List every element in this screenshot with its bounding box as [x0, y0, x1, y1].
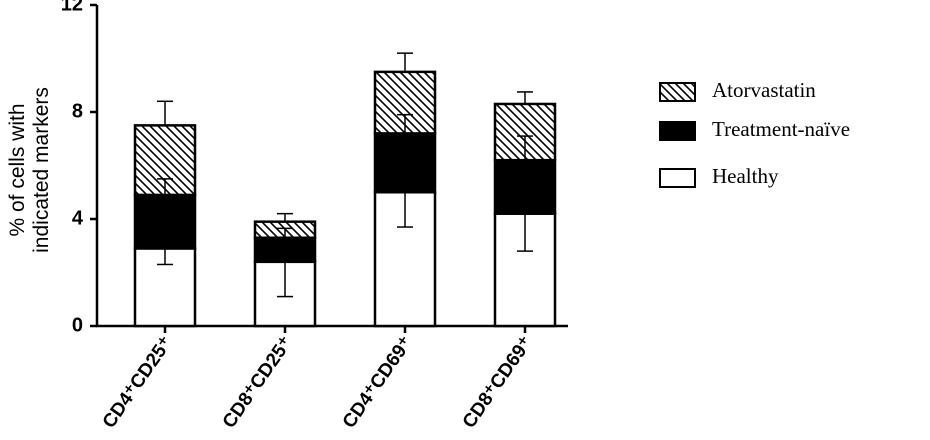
x-tick-label: CD8⁺CD69⁺	[459, 333, 537, 432]
x-tick-label-group: CD4⁺CD25⁺	[99, 333, 177, 432]
legend-swatch	[659, 121, 696, 141]
y-tick-label: 4	[72, 207, 84, 229]
bar-segment	[253, 236, 317, 264]
x-tick-label: CD8⁺CD25⁺	[219, 333, 297, 432]
y-tick-label: 12	[61, 0, 83, 15]
bar-segment	[373, 132, 437, 194]
error-bar	[157, 178, 173, 195]
bar-segment	[133, 193, 197, 250]
y-axis-title-line: % of cells with	[6, 103, 29, 236]
error-bar	[397, 52, 413, 72]
x-tick-label: CD4⁺CD25⁺	[99, 333, 177, 432]
y-tick-label: 0	[72, 314, 83, 336]
bar-segment	[493, 158, 557, 215]
y-axis-title: % of cells with indicated markers	[6, 87, 53, 253]
legend-swatch	[659, 168, 696, 188]
x-tick-label-group: CD8⁺CD25⁺	[219, 333, 297, 432]
error-bar	[157, 100, 173, 126]
error-bar	[517, 135, 533, 161]
legend-label: Healthy	[712, 164, 779, 188]
error-bar	[277, 261, 293, 298]
error-bar	[277, 212, 293, 222]
legend-swatch	[659, 82, 696, 102]
error-bar	[517, 213, 533, 252]
x-tick-label-group: CD4⁺CD69⁺	[339, 333, 417, 432]
x-tick-label: CD4⁺CD69⁺	[339, 333, 417, 432]
legend-label: Atorvastatin	[712, 78, 816, 102]
error-bar	[517, 91, 533, 104]
y-axis-title-line: indicated markers	[30, 87, 53, 253]
error-bar	[397, 192, 413, 228]
error-bar	[397, 113, 413, 134]
error-bar	[277, 227, 293, 238]
error-bar	[157, 248, 173, 266]
x-tick-label-group: CD8⁺CD69⁺	[459, 333, 537, 432]
legend-label: Treatment-naïve	[712, 117, 850, 141]
y-tick-label: 8	[72, 100, 83, 122]
